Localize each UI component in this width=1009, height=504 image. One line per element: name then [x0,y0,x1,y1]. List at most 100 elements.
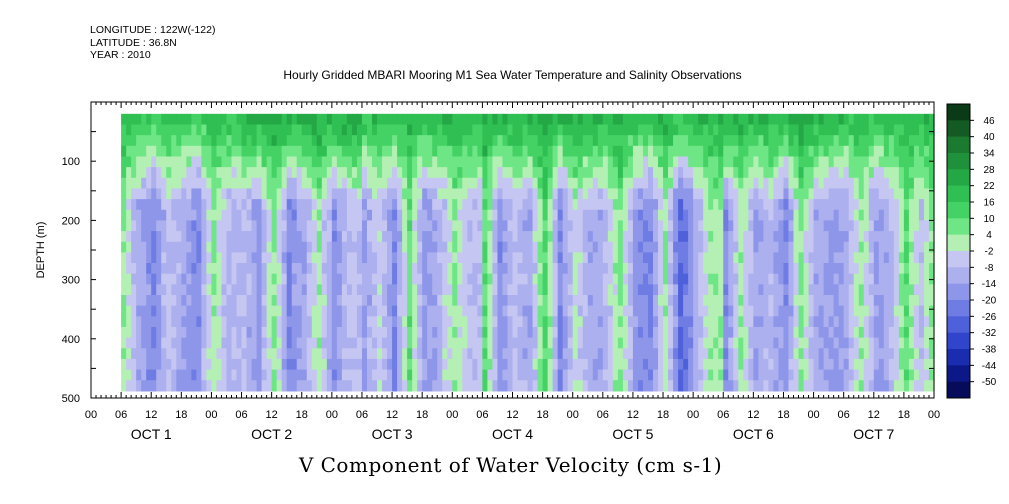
heatmap-cell [392,305,398,317]
heatmap-cell [858,188,865,200]
heatmap-cell [833,167,840,179]
heatmap-cell [768,316,775,328]
heatmap-cell [743,252,749,264]
heatmap-cell [532,135,539,147]
heatmap-cell [688,177,694,190]
heatmap-cell [366,113,373,126]
heatmap-cell [582,284,589,296]
heatmap-cell [246,369,253,381]
heatmap-cell [622,326,629,339]
x-day-label: OCT 2 [251,426,292,442]
heatmap-cell [838,231,845,243]
heatmap-cell [748,135,754,147]
colorbar-label: 34 [983,149,995,160]
heatmap-cell [663,273,669,285]
heatmap-cell [221,231,228,243]
heatmap-cell [637,369,644,381]
heatmap-cell [612,241,619,253]
heatmap-cell [331,241,338,253]
heatmap-cell [507,241,514,253]
heatmap-cell [542,369,549,381]
heatmap-cell [622,156,629,168]
heatmap-cell [703,273,709,285]
heatmap-cell [617,156,624,168]
heatmap-cell [552,124,559,136]
heatmap-cell [673,326,679,339]
heatmap-cell [487,231,494,243]
heatmap-cell [607,167,614,179]
heatmap-cell [286,252,293,264]
heatmap-cell [266,177,273,190]
heatmap-cell [668,113,674,126]
heatmap-cell [361,358,368,371]
heatmap-cell [918,380,925,392]
heatmap-cell [251,252,258,264]
heatmap-cell [723,167,729,179]
heatmap-cell [472,284,478,296]
heatmap-cell [653,337,659,349]
heatmap-cell [542,348,549,360]
heatmap-cell [878,167,885,179]
heatmap-cell [763,167,770,179]
heatmap-cell [913,294,920,307]
heatmap-cell [562,305,569,317]
heatmap-cell [693,209,699,221]
heatmap-cell [783,348,790,360]
heatmap-cell [266,145,273,158]
heatmap-cell [673,209,679,221]
heatmap-cell [793,124,800,136]
heatmap-cell [602,177,609,190]
heatmap-cell [361,294,368,307]
heatmap-cell [723,241,729,253]
heatmap-cell [331,337,338,349]
heatmap-cell [316,113,323,126]
heatmap-cell [121,145,127,158]
heatmap-cell [527,241,534,253]
heatmap-cell [261,124,268,136]
heatmap-cell [883,380,890,392]
heatmap-cell [883,369,890,381]
heatmap-cell [848,135,855,147]
heatmap-cell [467,348,473,360]
heatmap-cell [793,380,800,392]
heatmap-cell [131,156,137,168]
heatmap-cell [251,369,258,381]
heatmap-cell [402,220,408,232]
heatmap-cell [653,316,659,328]
heatmap-cell [216,326,223,339]
heatmap-cell [131,124,137,136]
heatmap-cell [417,380,423,392]
heatmap-cell [622,167,629,179]
heatmap-cell [658,135,664,147]
heatmap-cell [607,380,614,392]
heatmap-cell [261,273,268,285]
heatmap-cell [753,231,759,243]
heatmap-cell [703,284,709,296]
heatmap-cell [477,231,483,243]
heatmap-cell [858,348,865,360]
heatmap-cell [527,177,534,190]
heatmap-cell [291,124,298,136]
heatmap-cell [442,188,448,200]
heatmap-cell [738,124,744,136]
heatmap-cell [647,124,654,136]
heatmap-cell [808,263,815,275]
heatmap-cell [908,294,915,307]
heatmap-cell [913,252,920,264]
heatmap-cell [587,252,594,264]
heatmap-cell [271,220,278,232]
heatmap-cell [522,113,529,126]
heatmap-cell [678,209,684,221]
heatmap-cell [537,231,544,243]
heatmap-cell [758,167,764,179]
heatmap-cell [658,167,664,179]
heatmap-cell [126,273,132,285]
heatmap-cell [557,284,564,296]
heatmap-cell [201,241,208,253]
heatmap-cell [372,263,378,275]
heatmap-cell [326,380,333,392]
heatmap-cell [537,209,544,221]
heatmap-cell [547,167,554,179]
heatmap-cell [632,113,639,126]
heatmap-cell [151,231,157,243]
